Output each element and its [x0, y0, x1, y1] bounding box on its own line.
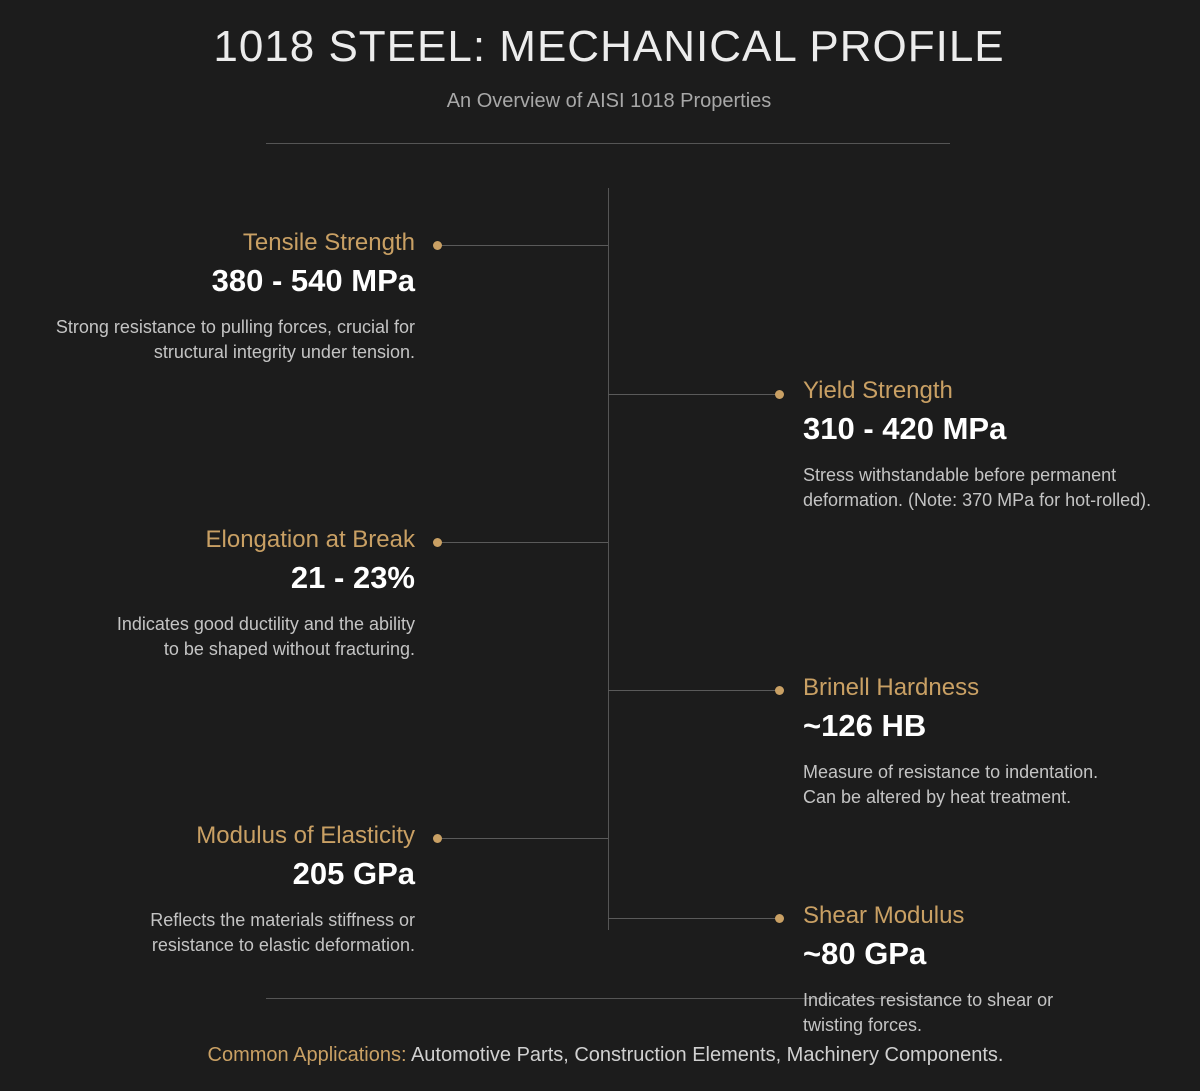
- applications-footer: Common Applications: Automotive Parts, C…: [0, 1044, 1200, 1067]
- property-label: Modulus of Elasticity: [196, 822, 415, 849]
- bullet-dot-icon: [775, 914, 784, 923]
- property-label: Yield Strength: [803, 377, 953, 404]
- description-line: Measure of resistance to indentation.: [803, 762, 1099, 782]
- property-modulus-of-elasticity: Modulus of Elasticity 205 GPa Reflects t…: [15, 822, 415, 958]
- description-line: Stress withstandable before permanent: [803, 465, 1117, 485]
- description-line: to be shaped without fracturing.: [163, 639, 415, 659]
- connector-tensile: [441, 245, 608, 246]
- description-line: Indicates resistance to shear or: [803, 990, 1054, 1010]
- property-description: Strong resistance to pulling forces, cru…: [15, 315, 415, 365]
- bullet-dot-icon: [775, 390, 784, 399]
- connector-modulus: [441, 838, 608, 839]
- description-line: deformation. (Note: 370 MPa for hot-roll…: [803, 490, 1152, 510]
- property-label: Elongation at Break: [205, 526, 415, 553]
- bullet-dot-icon: [433, 241, 442, 250]
- property-description: Indicates resistance to shear or twistin…: [803, 988, 1193, 1038]
- property-label: Shear Modulus: [803, 902, 965, 929]
- property-shear-modulus: Shear Modulus ~80 GPa Indicates resistan…: [803, 902, 1193, 1038]
- bullet-dot-icon: [433, 538, 442, 547]
- bullet-dot-icon: [775, 686, 784, 695]
- description-line: twisting forces.: [803, 1015, 923, 1035]
- bullet-dot-icon: [433, 834, 442, 843]
- property-value: ~80 GPa: [803, 936, 927, 971]
- bottom-divider: [266, 998, 950, 999]
- property-description: Indicates good ductility and the ability…: [15, 612, 415, 662]
- description-line: structural integrity under tension.: [153, 342, 415, 362]
- property-value: 21 - 23%: [290, 560, 415, 595]
- applications-text: Automotive Parts, Construction Elements,…: [406, 1044, 1004, 1066]
- property-elongation-at-break: Elongation at Break 21 - 23% Indicates g…: [15, 526, 415, 662]
- property-yield-strength: Yield Strength 310 - 420 MPa Stress with…: [803, 377, 1193, 513]
- property-value: 205 GPa: [292, 856, 415, 891]
- timeline-spine: [608, 188, 609, 930]
- connector-brinell: [608, 690, 776, 691]
- connector-shear: [608, 918, 776, 919]
- description-line: Reflects the materials stiffness or: [150, 910, 415, 930]
- property-description: Reflects the materials stiffness or resi…: [15, 908, 415, 958]
- connector-elongation: [441, 542, 608, 543]
- applications-label: Common Applications:: [207, 1044, 407, 1066]
- property-description: Measure of resistance to indentation. Ca…: [803, 760, 1193, 810]
- description-line: Can be altered by heat treatment.: [803, 787, 1072, 807]
- description-line: Strong resistance to pulling forces, cru…: [55, 317, 415, 337]
- page-subtitle: An Overview of AISI 1018 Properties: [446, 90, 772, 112]
- property-value: 310 - 420 MPa: [803, 411, 1007, 446]
- property-value: 380 - 540 MPa: [211, 263, 415, 298]
- connector-yield: [608, 394, 776, 395]
- property-label: Tensile Strength: [242, 229, 415, 256]
- page-title: 1018 STEEL: MECHANICAL PROFILE: [213, 22, 1005, 71]
- description-line: resistance to elastic deformation.: [151, 935, 415, 955]
- property-brinell-hardness: Brinell Hardness ~126 HB Measure of resi…: [803, 674, 1193, 810]
- description-line: Indicates good ductility and the ability: [116, 614, 415, 634]
- top-divider: [266, 143, 950, 144]
- property-label: Brinell Hardness: [803, 674, 980, 701]
- property-tensile-strength: Tensile Strength 380 - 540 MPa Strong re…: [15, 229, 415, 365]
- property-value: ~126 HB: [803, 708, 927, 743]
- property-description: Stress withstandable before permanent de…: [803, 463, 1193, 513]
